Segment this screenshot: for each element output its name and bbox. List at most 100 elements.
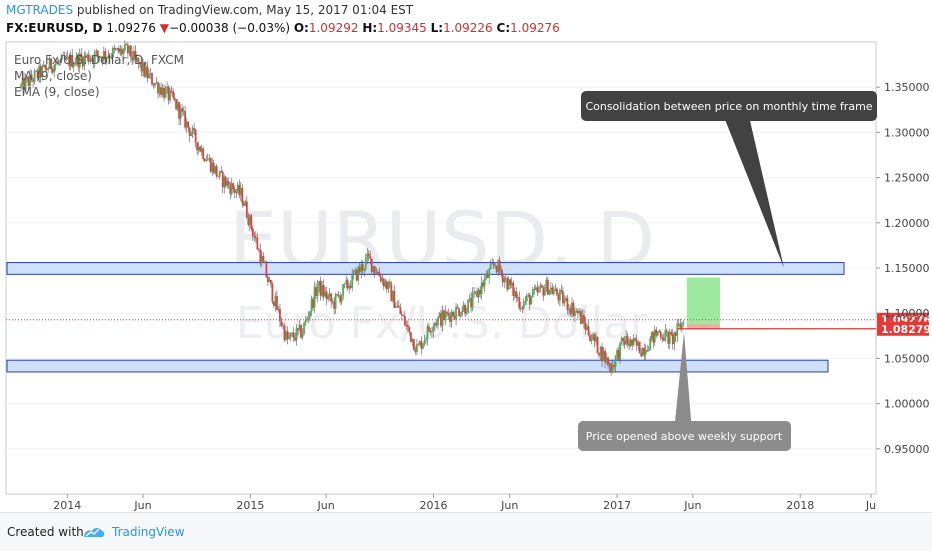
candle-body bbox=[571, 302, 573, 314]
candle-body bbox=[458, 308, 460, 316]
candle-body bbox=[83, 55, 86, 67]
candle-body bbox=[420, 341, 423, 349]
candle-body bbox=[143, 62, 146, 77]
candle-body bbox=[543, 289, 546, 296]
candle-body bbox=[601, 346, 603, 362]
candle-body bbox=[187, 121, 190, 128]
candle-body bbox=[580, 311, 582, 324]
candle-body bbox=[325, 291, 328, 300]
candle-body bbox=[413, 339, 415, 351]
candle-body bbox=[327, 296, 330, 300]
candle-body bbox=[379, 276, 382, 282]
candle-body bbox=[560, 290, 563, 292]
candle-body bbox=[316, 286, 319, 296]
candle-body bbox=[279, 308, 281, 322]
candle-body bbox=[199, 146, 202, 152]
candle-body bbox=[423, 340, 426, 344]
candle-body bbox=[369, 255, 372, 259]
candle-body bbox=[300, 324, 302, 338]
position-tool[interactable] bbox=[686, 277, 720, 329]
candle-body bbox=[164, 88, 167, 98]
candle-body bbox=[598, 353, 600, 356]
candle-body bbox=[456, 306, 459, 309]
candle-body bbox=[641, 348, 644, 357]
candle-body bbox=[549, 287, 552, 290]
candle-body bbox=[113, 47, 116, 50]
candle-body bbox=[236, 184, 239, 192]
candle-body bbox=[218, 171, 221, 177]
candle-body bbox=[409, 332, 412, 342]
high-label: H: bbox=[362, 21, 378, 35]
candle-body bbox=[48, 58, 51, 70]
candle-body bbox=[319, 280, 322, 296]
candle-body bbox=[370, 258, 373, 272]
candle-body bbox=[534, 287, 537, 290]
candle-body bbox=[29, 74, 31, 86]
candle-body bbox=[679, 324, 682, 330]
candle-body bbox=[244, 201, 247, 206]
published-text: published on TradingView.com, May 15, 20… bbox=[76, 3, 414, 17]
candle-body bbox=[459, 315, 462, 317]
candle-body bbox=[57, 61, 60, 63]
candle-body bbox=[188, 127, 191, 136]
candle-body bbox=[36, 70, 39, 78]
candle-body bbox=[537, 288, 540, 293]
candle-body bbox=[33, 71, 36, 82]
candle-body bbox=[140, 62, 143, 72]
price-chart[interactable]: EURUSD, D Euro Fx/U.S. Dollar 1.092761.0… bbox=[0, 0, 932, 512]
candle-body bbox=[44, 64, 47, 68]
callout-annotations[interactable]: Consolidation between price on monthly t… bbox=[578, 91, 877, 451]
candle-body bbox=[124, 44, 126, 51]
candle-body bbox=[366, 253, 369, 259]
price-axis[interactable]: 0.95000 1.00000 1.05000 1.10000 1.15000 1.200… bbox=[876, 81, 930, 456]
candle-body bbox=[646, 350, 649, 352]
candle-body bbox=[590, 339, 593, 341]
candle-body bbox=[670, 331, 673, 335]
support-zone bbox=[6, 359, 829, 373]
candle-body bbox=[69, 54, 72, 67]
candle-body bbox=[142, 62, 144, 72]
author-link[interactable]: MGTRADES bbox=[6, 3, 74, 17]
candle-body bbox=[309, 311, 311, 318]
callout-bottom-box[interactable] bbox=[578, 421, 791, 451]
candle-body bbox=[373, 266, 376, 273]
candle-body bbox=[62, 55, 65, 56]
stop-zone bbox=[686, 324, 720, 329]
candle-body bbox=[259, 249, 262, 264]
callout-top-box[interactable] bbox=[581, 91, 877, 121]
candle-body bbox=[60, 55, 63, 61]
candle-body bbox=[105, 57, 108, 59]
candle-body bbox=[489, 263, 492, 270]
candle-body bbox=[515, 291, 518, 298]
candle-body bbox=[351, 273, 354, 288]
candle-body bbox=[358, 267, 361, 273]
candle-body bbox=[200, 148, 203, 152]
candle-body bbox=[586, 326, 588, 330]
candle-body bbox=[622, 337, 625, 341]
candle-body bbox=[572, 302, 575, 316]
candle-body bbox=[202, 148, 205, 160]
candle-body bbox=[381, 278, 384, 282]
candle-body bbox=[405, 325, 408, 326]
candle-body bbox=[479, 289, 482, 295]
candle-body bbox=[51, 69, 54, 73]
tradingview-brand-link[interactable]: TradingView bbox=[112, 525, 185, 539]
candle-body bbox=[98, 55, 101, 58]
candle-body bbox=[89, 59, 92, 62]
time-tick-label: Jun bbox=[317, 499, 335, 512]
last-price: 1.09276 bbox=[106, 21, 156, 35]
candle-body bbox=[289, 333, 292, 337]
candle-body bbox=[315, 287, 317, 296]
candle-body bbox=[443, 310, 445, 320]
candle-body bbox=[388, 281, 391, 285]
candle-body bbox=[110, 57, 113, 59]
candle-body bbox=[324, 291, 327, 297]
time-axis[interactable]: 2014 Jun 2015 Jun 2016 Jun 2017 Jun 2018 Ju bbox=[53, 494, 876, 512]
candle-body bbox=[45, 67, 48, 70]
candle-body bbox=[301, 333, 304, 338]
tradingview-logo-icon[interactable] bbox=[82, 525, 106, 539]
candle-body bbox=[154, 83, 156, 86]
candle-body bbox=[422, 343, 424, 349]
candle-body bbox=[233, 189, 236, 193]
